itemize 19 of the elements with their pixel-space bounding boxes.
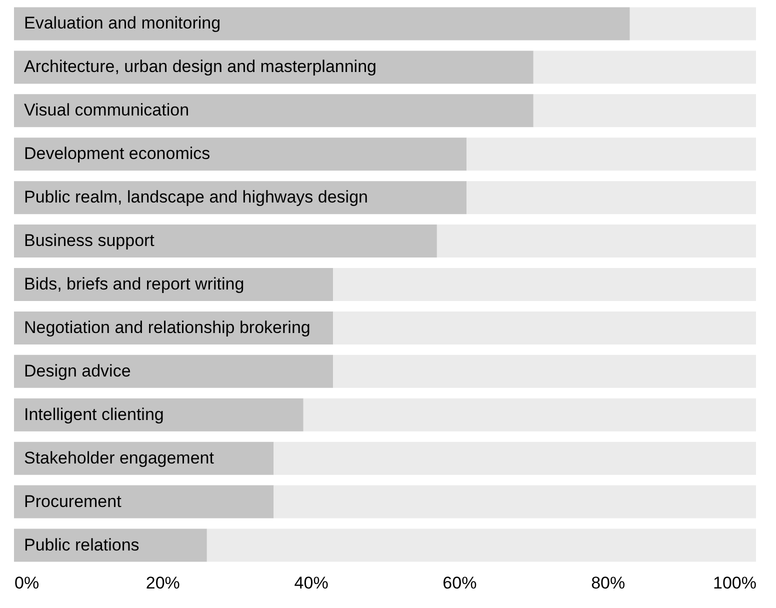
y-tick-label: Bids, briefs and report writing: [24, 274, 244, 294]
y-tick-label: Stakeholder engagement: [24, 448, 214, 468]
y-tick-label: Procurement: [24, 492, 122, 511]
y-tick-label: Development economics: [24, 144, 210, 164]
y-tick-label: Visual communication: [24, 100, 190, 120]
y-tick-label: Design advice: [24, 361, 131, 380]
x-tick-label: 40%: [294, 574, 328, 592]
x-tick-label: 20%: [146, 574, 180, 592]
x-tick-label: 60%: [442, 574, 477, 592]
y-tick-label: Business support: [24, 231, 155, 250]
x-tick-label: 0%: [14, 574, 40, 592]
y-tick-label: Negotiation and relationship brokering: [24, 318, 310, 337]
y-tick-label: Public relations: [24, 535, 140, 554]
y-tick-label: Intelligent clienting: [24, 404, 164, 424]
x-tick-label: 80%: [591, 574, 626, 592]
y-tick-label: Public realm, landscape and highways design: [24, 188, 368, 207]
x-tick-label: 100%: [713, 574, 756, 592]
y-tick-label: Architecture, urban design and masterplanning: [24, 57, 376, 76]
y-tick-label: Evaluation and monitoring: [24, 14, 221, 33]
